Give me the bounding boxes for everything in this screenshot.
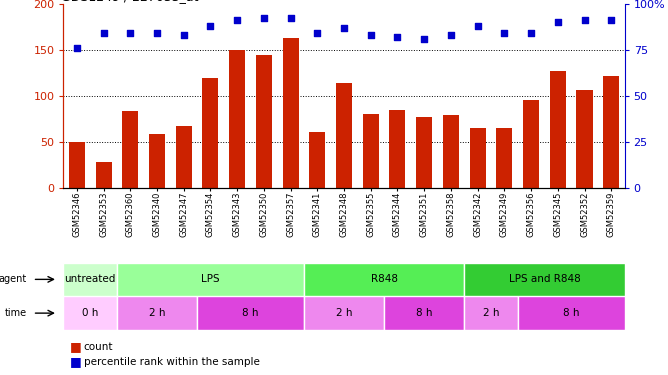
Bar xyxy=(256,55,272,188)
Point xyxy=(526,30,536,36)
Text: 8 h: 8 h xyxy=(242,308,259,318)
Point xyxy=(98,30,109,36)
Bar xyxy=(197,296,304,330)
Point xyxy=(446,32,456,38)
Bar xyxy=(416,117,432,188)
Bar xyxy=(202,78,218,188)
Bar xyxy=(304,296,384,330)
Point xyxy=(125,30,136,36)
Bar xyxy=(309,132,325,188)
Point xyxy=(312,30,323,36)
Point xyxy=(178,32,189,38)
Bar xyxy=(122,111,138,188)
Point xyxy=(552,19,563,25)
Text: 8 h: 8 h xyxy=(416,308,432,318)
Bar xyxy=(384,296,464,330)
Point xyxy=(259,15,269,21)
Point xyxy=(365,32,376,38)
Bar xyxy=(229,50,245,188)
Bar xyxy=(283,38,299,188)
Text: LPS and R848: LPS and R848 xyxy=(508,274,580,284)
Bar xyxy=(363,114,379,188)
Bar xyxy=(443,115,459,188)
Bar xyxy=(117,262,304,296)
Text: agent: agent xyxy=(0,274,27,284)
Bar xyxy=(63,296,117,330)
Text: untreated: untreated xyxy=(65,274,116,284)
Bar xyxy=(336,83,352,188)
Point xyxy=(285,15,296,21)
Point xyxy=(579,17,590,23)
Bar xyxy=(523,100,539,188)
Text: 2 h: 2 h xyxy=(483,308,499,318)
Bar xyxy=(470,128,486,188)
Point xyxy=(472,23,483,29)
Point xyxy=(152,30,162,36)
Bar xyxy=(496,128,512,188)
Text: count: count xyxy=(84,342,113,352)
Bar xyxy=(69,142,85,188)
Text: GDS1249 / 227033_at: GDS1249 / 227033_at xyxy=(61,0,198,3)
Point xyxy=(419,36,430,42)
Point xyxy=(499,30,510,36)
Point xyxy=(71,45,82,51)
Text: LPS: LPS xyxy=(201,274,220,284)
Bar xyxy=(464,262,625,296)
Point xyxy=(339,25,349,31)
Text: 2 h: 2 h xyxy=(149,308,165,318)
Bar xyxy=(603,76,619,188)
Bar xyxy=(550,71,566,188)
Bar xyxy=(63,262,117,296)
Text: time: time xyxy=(5,308,27,318)
Point xyxy=(392,34,403,40)
Text: percentile rank within the sample: percentile rank within the sample xyxy=(84,357,259,367)
Bar xyxy=(464,296,518,330)
Bar xyxy=(304,262,464,296)
Bar xyxy=(518,296,625,330)
Bar xyxy=(149,134,165,188)
Text: R848: R848 xyxy=(371,274,397,284)
Point xyxy=(205,23,216,29)
Text: 8 h: 8 h xyxy=(563,308,579,318)
Text: ■: ■ xyxy=(70,356,82,368)
Bar xyxy=(96,162,112,188)
Point xyxy=(606,17,617,23)
Bar xyxy=(117,296,197,330)
Text: 0 h: 0 h xyxy=(82,308,98,318)
Text: 2 h: 2 h xyxy=(336,308,352,318)
Bar xyxy=(176,126,192,188)
Bar xyxy=(389,110,405,188)
Text: ■: ■ xyxy=(70,340,82,353)
Bar xyxy=(576,90,593,188)
Point xyxy=(232,17,242,23)
